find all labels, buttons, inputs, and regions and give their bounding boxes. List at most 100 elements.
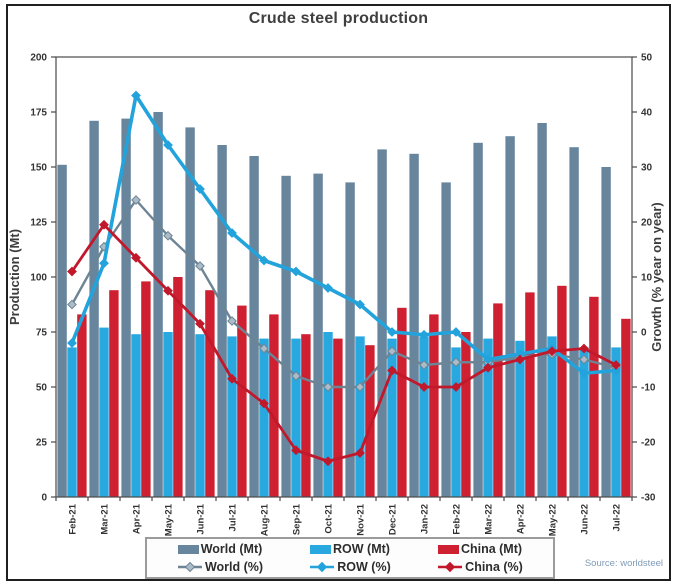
bar-chinamt-Jul-22 bbox=[621, 318, 631, 497]
line-world bbox=[70, 198, 617, 389]
bar-worldmt-Feb-21 bbox=[57, 164, 67, 498]
y-right-tick-label: 0 bbox=[641, 328, 647, 339]
y-left-tick-label: 125 bbox=[30, 218, 47, 229]
marker-diamond bbox=[227, 316, 237, 326]
x-tick-label: Oct-21 bbox=[324, 503, 335, 533]
x-tick-label: May-21 bbox=[164, 503, 175, 536]
legend-bar-swatch bbox=[177, 544, 199, 554]
left-axis-title: Production (Mt) bbox=[7, 229, 22, 325]
marker-diamond bbox=[259, 398, 269, 409]
marker-diamond bbox=[259, 255, 269, 266]
y-left-tick-label: 200 bbox=[30, 53, 47, 64]
x-tick-label: Nov-21 bbox=[356, 503, 367, 535]
bar-rowmt-Aug-21 bbox=[259, 338, 269, 497]
bar-rowmt-Jan-22 bbox=[419, 336, 429, 497]
marker-diamond bbox=[131, 195, 141, 205]
bar-worldmt-Apr-22 bbox=[505, 136, 515, 497]
marker-diamond bbox=[99, 258, 109, 269]
marker-diamond bbox=[195, 318, 205, 329]
marker-diamond bbox=[163, 230, 173, 241]
marker-diamond bbox=[355, 382, 365, 392]
bar-rowmt-May-21 bbox=[163, 332, 173, 497]
marker-diamond bbox=[547, 346, 557, 357]
legend-line-swatch bbox=[177, 561, 202, 573]
bar-worldmt-Nov-21 bbox=[345, 182, 355, 497]
y-left-tick-label: 75 bbox=[36, 328, 48, 339]
bar-rowmt-Feb-21 bbox=[67, 347, 77, 497]
x-tick-label: Apr-22 bbox=[516, 504, 527, 534]
bar-chinamt-Mar-21 bbox=[109, 290, 119, 497]
y-left-tick-label: 175 bbox=[30, 108, 47, 119]
bar-chinamt-Jun-21 bbox=[205, 290, 215, 497]
x-tick-label: Feb-21 bbox=[68, 503, 79, 534]
marker-diamond bbox=[611, 365, 621, 376]
marker-diamond bbox=[131, 252, 141, 263]
marker-diamond bbox=[483, 362, 493, 373]
marker-diamond bbox=[323, 382, 333, 392]
x-tick-label: Jul-22 bbox=[612, 504, 623, 531]
x-tick-label: Feb-22 bbox=[452, 504, 463, 535]
y-right-tick-label: 50 bbox=[641, 53, 653, 64]
x-tick-label: Dec-21 bbox=[388, 503, 399, 535]
legend-bar-swatch bbox=[310, 544, 332, 554]
marker-diamond bbox=[195, 184, 205, 194]
marker-diamond bbox=[323, 283, 333, 293]
marker-diamond bbox=[67, 338, 77, 348]
y-left-tick-label: 100 bbox=[30, 273, 47, 284]
x-tick-label: Jan-22 bbox=[420, 504, 431, 534]
y-right-tick-label: -10 bbox=[641, 383, 656, 394]
bar-rowmt-Jul-21 bbox=[227, 336, 237, 497]
marker-diamond bbox=[387, 365, 397, 376]
y-right-tick-label: -30 bbox=[641, 493, 656, 504]
marker-diamond bbox=[355, 299, 365, 310]
y-left-tick-label: 150 bbox=[30, 163, 47, 174]
bar-chinamt-Jan-22 bbox=[429, 314, 439, 497]
bar-worldmt-Mar-22 bbox=[473, 142, 483, 498]
marker-diamond bbox=[611, 360, 621, 370]
bar-chinamt-Aug-21 bbox=[269, 314, 279, 497]
legend-label: World (Mt) bbox=[200, 542, 263, 556]
legend-label: ROW (%) bbox=[337, 560, 391, 574]
bar-chinamt-Nov-21 bbox=[365, 345, 375, 497]
bar-worldmt-Jun-22 bbox=[569, 147, 579, 497]
x-tick-label: Aug-21 bbox=[260, 503, 271, 536]
marker-diamond bbox=[291, 445, 301, 456]
legend-item-china: China (%) bbox=[415, 560, 545, 574]
marker-diamond bbox=[195, 261, 205, 271]
y-right-tick-label: -20 bbox=[641, 438, 656, 449]
x-tick-label: Sep-21 bbox=[292, 503, 303, 535]
marker-diamond bbox=[259, 343, 269, 354]
bar-chinamt-Oct-21 bbox=[333, 338, 343, 497]
bar-worldmt-Feb-22 bbox=[441, 182, 451, 497]
bar-worldmt-May-21 bbox=[153, 112, 163, 497]
marker-diamond bbox=[515, 354, 525, 365]
bar-chinamt-Apr-21 bbox=[141, 281, 151, 497]
marker-diamond bbox=[451, 357, 461, 368]
bar-rowmt-Jun-22 bbox=[579, 347, 589, 497]
bar-chinamt-Apr-22 bbox=[525, 292, 535, 497]
marker-diamond bbox=[419, 382, 429, 392]
bar-chinamt-Dec-21 bbox=[397, 307, 407, 497]
marker-diamond bbox=[451, 382, 461, 392]
marker-diamond bbox=[419, 360, 429, 370]
y-left-tick-label: 0 bbox=[41, 493, 47, 504]
legend-label: China (%) bbox=[465, 560, 523, 574]
x-tick-label: Jun-21 bbox=[196, 503, 207, 534]
y-right-tick-label: 20 bbox=[641, 218, 653, 229]
y-right-tick-label: 40 bbox=[641, 108, 653, 119]
x-tick-label: Apr-21 bbox=[132, 503, 143, 534]
legend-item-world: World (%) bbox=[155, 560, 285, 574]
y-left-tick-label: 25 bbox=[36, 438, 48, 449]
marker-diamond bbox=[579, 354, 589, 365]
bar-rowmt-Nov-21 bbox=[355, 336, 365, 497]
marker-diamond bbox=[355, 448, 365, 458]
chart-title: Crude steel production bbox=[248, 10, 429, 27]
x-tick-label: May-22 bbox=[548, 504, 559, 536]
marker-diamond bbox=[163, 140, 173, 150]
marker-diamond bbox=[451, 327, 461, 337]
bar-chinamt-Feb-21 bbox=[77, 314, 87, 497]
right-axis-title: Growth (% year on year) bbox=[649, 202, 664, 352]
bar-chinamt-Feb-22 bbox=[461, 332, 471, 497]
